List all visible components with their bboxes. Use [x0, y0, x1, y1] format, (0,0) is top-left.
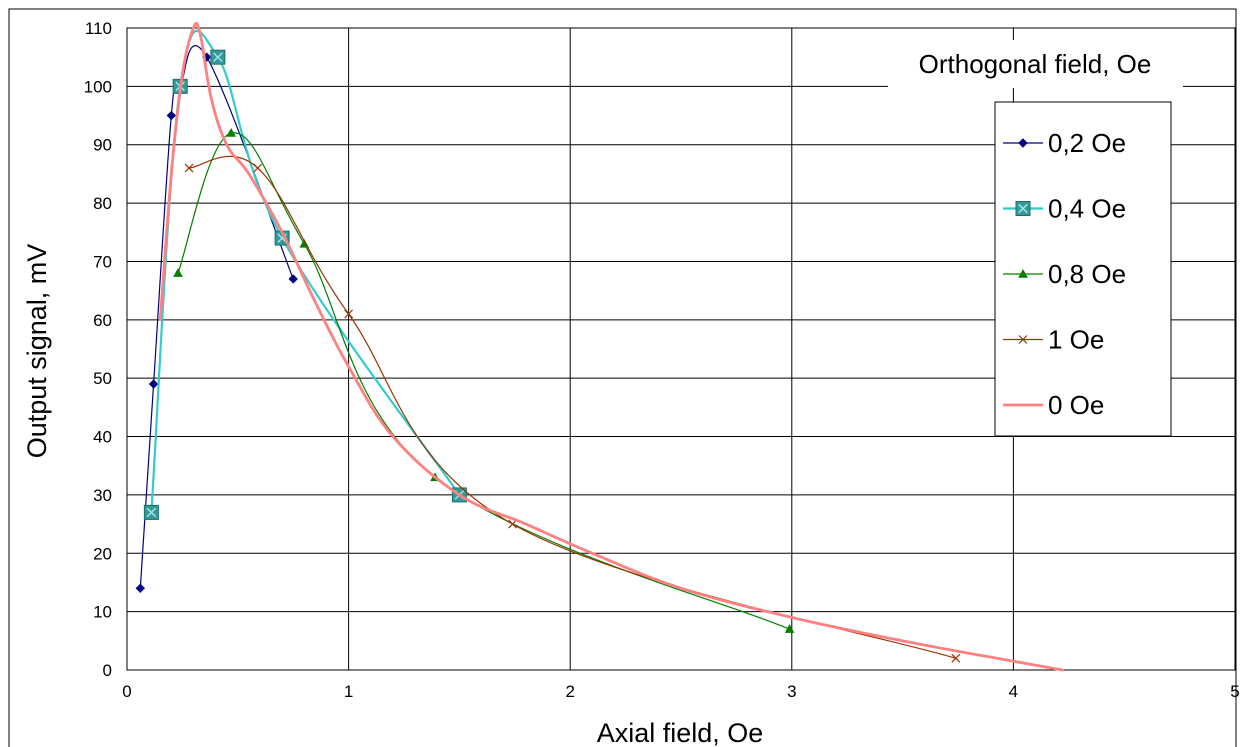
y-tick-label: 50	[93, 369, 112, 388]
x-marker	[344, 309, 354, 319]
legend-item: 1 Oe	[1003, 325, 1104, 355]
series-group	[135, 21, 1064, 672]
legend-label: 0,4 Oe	[1048, 194, 1126, 224]
x-tick-label: 2	[565, 682, 574, 701]
x-tick-label: 4	[1009, 682, 1018, 701]
y-axis-title: Output signal, mV	[22, 244, 52, 459]
y-tick-label: 30	[93, 486, 112, 505]
y-tick-label: 100	[84, 77, 112, 96]
y-tick-label: 10	[93, 603, 112, 622]
square-marker	[1015, 201, 1031, 216]
x-marker	[253, 163, 263, 173]
diamond-marker	[1018, 138, 1028, 148]
y-tick-label: 80	[93, 194, 112, 213]
triangle-marker	[226, 128, 237, 137]
triangle-marker	[784, 624, 795, 633]
tick-labels: 0 10 20 30 40 50 60 70 80 90 100 110 0 1 2 3 4 5	[84, 19, 1240, 701]
x-tick-label: 3	[787, 682, 796, 701]
diamond-marker	[166, 110, 177, 121]
legend-label: 0,8 Oe	[1048, 259, 1126, 289]
triangle-marker	[173, 268, 183, 277]
y-tick-label: 110	[85, 19, 112, 38]
square-marker-cross	[213, 52, 223, 62]
series-line	[177, 132, 791, 630]
x-tick-label: 1	[344, 682, 353, 701]
y-tick-label: 70	[93, 252, 112, 271]
diamond-marker	[288, 274, 298, 284]
legend-item: 0,4 Oe	[1003, 194, 1126, 224]
square-marker	[143, 504, 159, 520]
legend-title: Orthogonal field, Oe	[919, 49, 1152, 79]
square-marker-cross	[146, 507, 157, 518]
series-line	[158, 21, 1064, 672]
x-marker	[184, 163, 194, 173]
legend-item: 0,8 Oe	[1003, 259, 1126, 289]
legend-item: 0 Oe	[1003, 390, 1104, 420]
legend-label: 1 Oe	[1048, 325, 1104, 355]
y-tick-label: 60	[93, 311, 112, 330]
y-tick-label: 20	[93, 544, 112, 563]
square-marker-cross	[1018, 203, 1028, 214]
square-marker	[210, 49, 226, 65]
legend-items: 0,2 Oe 0,4 Oe 0,8 Oe 1 Oe 0 Oe	[1003, 128, 1126, 420]
y-tick-label: 0	[103, 661, 112, 680]
legend-title-box	[888, 40, 1183, 88]
x-axis-title: Axial field, Oe	[597, 718, 764, 747]
legend-label: 0 Oe	[1048, 390, 1104, 420]
x-marker	[1018, 335, 1028, 344]
x-tick-label: 0	[122, 682, 131, 701]
y-tick-label: 40	[93, 428, 112, 447]
y-tick-label: 90	[93, 136, 112, 155]
x-tick-label: 5	[1230, 682, 1239, 701]
x-marker	[951, 653, 961, 663]
x-marker	[508, 519, 518, 529]
legend-item: 0,2 Oe	[1003, 128, 1126, 158]
triangle-marker	[1018, 268, 1028, 278]
legend-box	[994, 101, 1172, 437]
legend-label: 0,2 Oe	[1048, 128, 1126, 158]
diamond-marker	[135, 583, 146, 593]
diamond-marker	[148, 379, 159, 389]
series-4	[158, 21, 1064, 672]
